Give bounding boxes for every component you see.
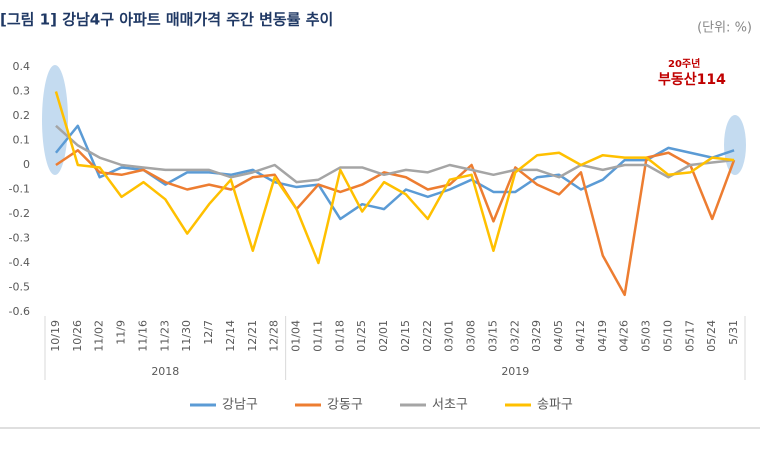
logo-badge: 20주년 — [668, 57, 700, 70]
y-tick-label: 0.3 — [13, 85, 31, 98]
x-tick-label: 11/02 — [93, 320, 106, 352]
x-tick-label: 11/23 — [158, 320, 171, 352]
unit-label: (단위: %) — [697, 21, 752, 36]
x-tick-label: 12/21 — [246, 320, 259, 352]
x-tick-label: 04/19 — [596, 320, 609, 352]
logo: 20주년 부동산114 — [658, 57, 726, 88]
x-tick-label: 11/30 — [180, 320, 193, 352]
x-tick-label: 02/15 — [399, 320, 412, 352]
x-tick-label: 01/11 — [311, 320, 324, 352]
y-tick-label: -0.4 — [9, 256, 30, 269]
x-tick-label: 05/24 — [705, 320, 718, 352]
legend-label: 강동구 — [327, 398, 363, 413]
x-tick-label: 03/22 — [508, 320, 521, 352]
x-tick-label: 11/9 — [115, 320, 128, 345]
logo-name: 부동산114 — [658, 71, 726, 88]
x-tick-label: 03/29 — [530, 320, 543, 352]
x-tick-label: 01/25 — [355, 320, 368, 352]
y-tick-label: 0.1 — [13, 134, 31, 147]
y-tick-label: -0.2 — [9, 207, 30, 220]
x-tick-label: 05/03 — [640, 320, 653, 352]
x-tick-label: 02/22 — [421, 320, 434, 352]
x-tick-label: 03/08 — [465, 320, 478, 352]
legend-label: 강남구 — [222, 398, 258, 413]
legend-label: 서초구 — [432, 398, 468, 413]
x-tick-label: 10/26 — [71, 320, 84, 352]
x-tick-label: 02/01 — [377, 320, 390, 352]
y-tick-label: -0.3 — [9, 232, 30, 245]
x-tick-label: 12/28 — [268, 320, 281, 352]
series-line — [55, 149, 736, 297]
x-tick-label: 03/15 — [486, 320, 499, 352]
group-label: 2018 — [151, 365, 179, 378]
chart-title: [그림 1] 강남4구 아파트 매매가격 주간 변동률 추이 — [0, 11, 333, 29]
x-tick-label: 04/12 — [574, 320, 587, 352]
x-tick-label: 5/31 — [727, 320, 740, 345]
x-tick-label: 05/17 — [683, 320, 696, 352]
y-tick-label: 0 — [23, 158, 30, 171]
y-tick-label: 0.2 — [13, 109, 31, 122]
y-tick-label: -0.6 — [9, 305, 30, 318]
x-tick-label: 12/14 — [224, 320, 237, 352]
y-tick-label: -0.1 — [9, 183, 30, 196]
x-tick-label: 10/19 — [49, 320, 62, 352]
legend-label: 송파구 — [537, 398, 573, 413]
x-tick-label: 01/18 — [333, 320, 346, 352]
y-tick-label: 0.4 — [13, 60, 31, 73]
x-tick-label: 04/05 — [552, 320, 565, 352]
x-tick-label: 04/26 — [618, 320, 631, 352]
x-tick-label: 12/7 — [202, 320, 215, 345]
x-tick-label: 05/10 — [661, 320, 674, 352]
y-tick-label: -0.5 — [9, 281, 30, 294]
x-tick-label: 11/16 — [136, 320, 149, 352]
group-label: 2019 — [501, 365, 529, 378]
series-line — [55, 124, 735, 184]
series-line — [54, 91, 735, 265]
x-tick-label: 01/04 — [290, 320, 303, 352]
x-tick-label: 03/01 — [443, 320, 456, 352]
highlight — [724, 115, 746, 175]
